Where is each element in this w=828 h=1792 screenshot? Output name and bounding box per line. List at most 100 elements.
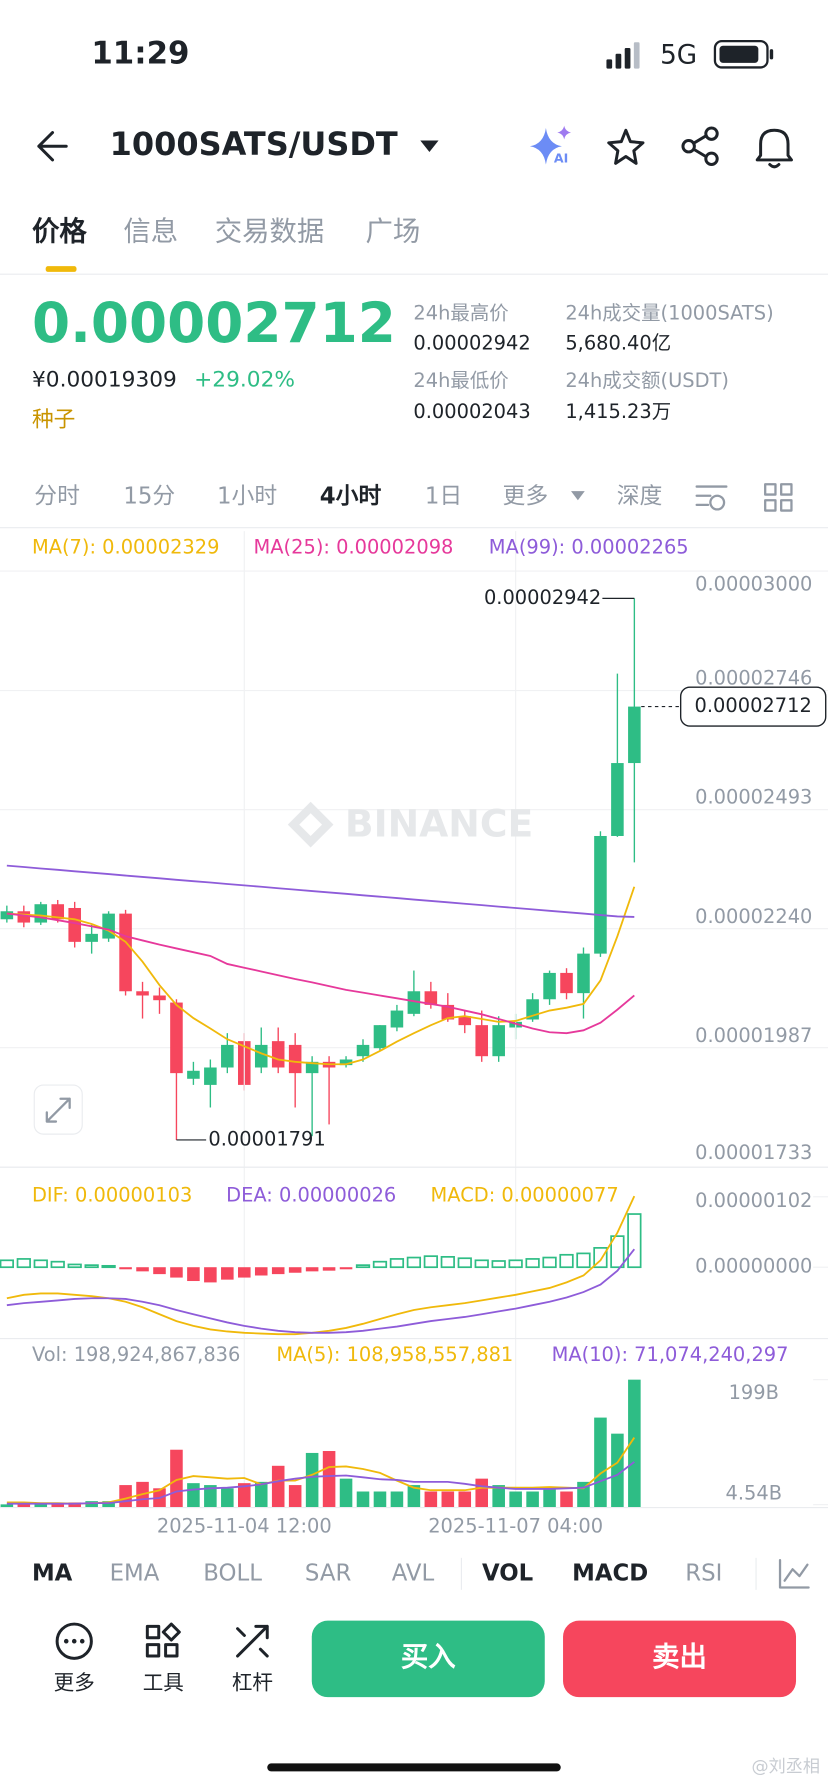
candle-body	[119, 913, 132, 992]
candle-body	[305, 1061, 319, 1074]
bar	[339, 1478, 353, 1508]
interval-active[interactable]: 4小时	[320, 483, 382, 509]
indicator-settings[interactable]	[778, 1558, 810, 1589]
bar	[119, 1267, 132, 1270]
tab[interactable]: 交易数据	[215, 217, 325, 248]
bar	[441, 1491, 455, 1508]
alert-button[interactable]	[755, 128, 793, 169]
sell-button[interactable]: 卖出	[563, 1620, 797, 1698]
stat-value: 0.00002043	[413, 400, 530, 423]
y-tick-label: 4.54B	[725, 1481, 782, 1504]
bar	[33, 1259, 48, 1269]
bar	[339, 1267, 353, 1270]
bar	[50, 1260, 65, 1269]
indicator[interactable]: SAR	[305, 1560, 352, 1586]
favorite-button[interactable]	[607, 128, 645, 165]
legend-entry: MA(25): 0.00002098	[254, 536, 454, 559]
bar	[119, 1485, 132, 1508]
more-caret	[571, 491, 585, 501]
indicator[interactable]: AVL	[392, 1560, 435, 1586]
last-price-label: 0.00002712	[695, 694, 812, 717]
candle-body	[34, 904, 48, 923]
candle-body	[475, 1025, 489, 1057]
candle-body	[339, 1059, 353, 1066]
tools-action[interactable]: 工具	[143, 1622, 184, 1694]
bar	[559, 1253, 574, 1269]
indicator-active[interactable]: VOL	[482, 1560, 533, 1586]
interval-more[interactable]: 更多	[503, 483, 549, 509]
bar	[68, 1502, 81, 1508]
bar	[627, 1213, 642, 1269]
buy-label: 买入	[401, 1642, 456, 1673]
svg-text:AI: AI	[554, 150, 568, 165]
tab[interactable]: 信息	[123, 217, 178, 248]
candle-body	[17, 911, 31, 923]
layout-button[interactable]	[764, 483, 793, 512]
bar	[17, 1504, 31, 1508]
bar	[204, 1267, 217, 1283]
candle-body	[356, 1044, 370, 1057]
indicator-active[interactable]: MACD	[572, 1560, 648, 1586]
legend-entry: MA(10): 71,074,240,297	[552, 1343, 789, 1366]
tag[interactable]: 种子	[32, 407, 75, 432]
expand-button[interactable]	[33, 1084, 83, 1135]
candle-body	[407, 991, 421, 1014]
y-tick-label: 0.00001733	[695, 1141, 812, 1164]
indicator[interactable]: EMA	[110, 1560, 160, 1586]
ma-line	[6, 912, 635, 1035]
pair-title[interactable]: 1000SATS/USDT	[110, 125, 398, 163]
bar	[390, 1491, 404, 1508]
candle-body	[136, 991, 149, 996]
tab-indicator	[45, 266, 77, 272]
candle-body	[68, 907, 81, 942]
home-indicator	[267, 1763, 561, 1772]
candle-body	[271, 1041, 285, 1068]
bar	[101, 1264, 116, 1269]
candle-body	[594, 835, 607, 954]
bar	[526, 1491, 539, 1508]
ma-line	[6, 1248, 636, 1334]
candle-body	[611, 763, 624, 836]
indicator[interactable]: RSI	[685, 1560, 722, 1586]
candle-body	[288, 1044, 302, 1074]
leverage-action[interactable]: 杠杆	[232, 1624, 273, 1694]
signal-icon	[606, 42, 640, 69]
last-price-box	[679, 686, 827, 727]
network: 5G	[660, 41, 697, 71]
bar	[542, 1256, 557, 1269]
pair-dropdown[interactable]	[420, 140, 439, 152]
bar	[305, 1267, 319, 1272]
stat-value: 0.00002942	[413, 331, 530, 354]
bar	[423, 1255, 438, 1269]
ma-line	[6, 864, 635, 918]
interval[interactable]: 1日	[425, 483, 462, 509]
share-button[interactable]	[681, 126, 719, 166]
interval[interactable]: 分时	[34, 483, 80, 509]
chart-settings[interactable]	[695, 485, 728, 511]
ma-line	[6, 1195, 636, 1336]
indicator[interactable]: BOLL	[203, 1560, 262, 1586]
more-action[interactable]: 更多	[54, 1622, 95, 1694]
bar	[238, 1267, 251, 1278]
bar	[628, 1379, 641, 1508]
y-tick-label: 0.00000102	[695, 1189, 812, 1212]
depth-tab[interactable]: 深度	[617, 483, 663, 509]
indicator-active[interactable]: MA	[32, 1560, 73, 1586]
bar	[288, 1267, 302, 1273]
candle-body	[424, 991, 438, 1005]
interval[interactable]: 15分	[123, 483, 175, 509]
back-button[interactable]	[37, 131, 68, 162]
legend-entry: DIF: 0.00000103	[32, 1183, 192, 1206]
ai-button[interactable]: AI	[529, 125, 572, 166]
bar	[322, 1267, 336, 1271]
bar	[254, 1481, 268, 1508]
interval[interactable]: 1小时	[217, 483, 277, 509]
bar	[610, 1235, 625, 1269]
y-tick-label: 0.00003000	[695, 572, 812, 595]
bar	[543, 1488, 556, 1508]
tab-active[interactable]: 价格	[32, 217, 87, 248]
buy-button[interactable]: 买入	[311, 1620, 545, 1698]
tab[interactable]: 广场	[365, 217, 420, 248]
stat-label: 24h成交额(USDT)	[565, 369, 729, 392]
sell-label: 卖出	[652, 1642, 707, 1673]
